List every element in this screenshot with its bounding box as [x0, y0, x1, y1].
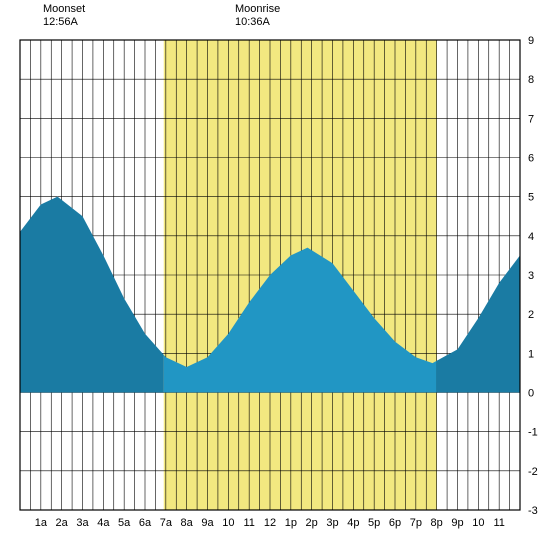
y-tick-label: -3: [528, 505, 538, 517]
x-tick-label: 8a: [181, 517, 194, 529]
x-tick-label: 11: [243, 517, 254, 529]
moonrise-annotation: Moonrise 10:36A: [235, 3, 280, 29]
y-tick-label: -1: [528, 427, 538, 439]
y-tick-label: 1: [528, 348, 534, 360]
y-tick-label: 3: [528, 270, 534, 282]
moonrise-title: Moonrise: [235, 3, 280, 16]
x-tick-label: 3a: [76, 517, 89, 529]
x-tick-label: 7a: [160, 517, 173, 529]
x-tick-label: 2a: [56, 517, 69, 529]
x-tick-label: 5p: [368, 517, 380, 529]
moonset-annotation: Moonset 12:56A: [43, 3, 85, 29]
x-tick-label: 2p: [306, 517, 318, 529]
x-tick-label: 10: [222, 517, 234, 529]
x-tick-label: 9a: [201, 517, 214, 529]
x-tick-label: 1p: [285, 517, 297, 529]
chart-svg: -3-2-101234567891a2a3a4a5a6a7a8a9a101112…: [0, 0, 550, 550]
y-tick-label: -2: [528, 466, 538, 478]
x-tick-label: 4p: [347, 517, 359, 529]
y-tick-label: 0: [528, 388, 534, 400]
x-tick-label: 10: [472, 517, 484, 529]
y-tick-label: 4: [528, 231, 534, 243]
x-tick-label: 4a: [97, 517, 110, 529]
y-tick-label: 8: [528, 74, 534, 86]
x-tick-label: 1a: [35, 517, 48, 529]
x-tick-label: 12: [264, 517, 276, 529]
x-tick-label: 7p: [410, 517, 422, 529]
x-tick-label: 11: [493, 517, 504, 529]
x-tick-label: 6p: [389, 517, 401, 529]
x-tick-label: 9p: [451, 517, 463, 529]
x-tick-label: 5a: [118, 517, 131, 529]
y-tick-label: 5: [528, 192, 534, 204]
y-tick-label: 9: [528, 35, 534, 47]
moonrise-time: 10:36A: [235, 16, 280, 29]
y-tick-label: 7: [528, 113, 534, 125]
tide-chart: Moonset 12:56A Moonrise 10:36A -3-2-1012…: [0, 0, 550, 550]
x-tick-label: 8p: [431, 517, 443, 529]
moonset-time: 12:56A: [43, 16, 85, 29]
moonset-title: Moonset: [43, 3, 85, 16]
y-tick-label: 2: [528, 309, 534, 321]
x-tick-label: 6a: [139, 517, 152, 529]
x-tick-label: 3p: [326, 517, 338, 529]
y-tick-label: 6: [528, 153, 534, 165]
